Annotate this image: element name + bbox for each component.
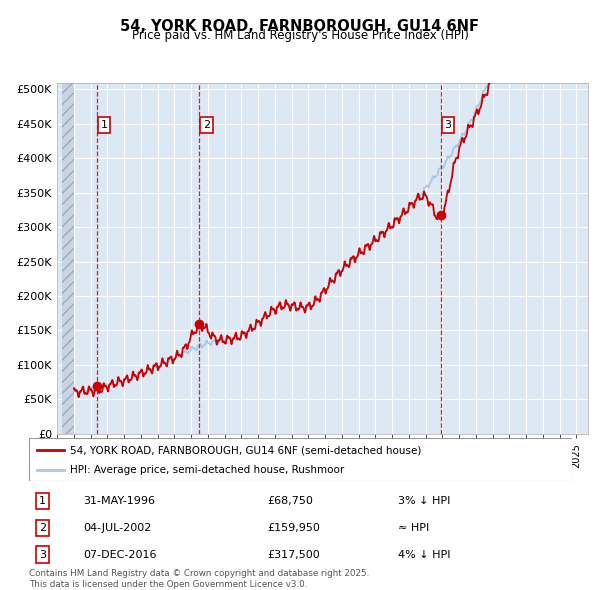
Text: 07-DEC-2016: 07-DEC-2016 bbox=[83, 549, 157, 559]
Text: Contains HM Land Registry data © Crown copyright and database right 2025.
This d: Contains HM Land Registry data © Crown c… bbox=[29, 569, 369, 589]
Text: £317,500: £317,500 bbox=[268, 549, 320, 559]
Text: 54, YORK ROAD, FARNBOROUGH, GU14 6NF (semi-detached house): 54, YORK ROAD, FARNBOROUGH, GU14 6NF (se… bbox=[70, 445, 421, 455]
Text: ≈ HPI: ≈ HPI bbox=[398, 523, 429, 533]
Text: 31-MAY-1996: 31-MAY-1996 bbox=[83, 496, 155, 506]
Text: 54, YORK ROAD, FARNBOROUGH, GU14 6NF: 54, YORK ROAD, FARNBOROUGH, GU14 6NF bbox=[121, 19, 479, 34]
Bar bbox=[62, 83, 74, 434]
Text: £159,950: £159,950 bbox=[268, 523, 320, 533]
Text: 1: 1 bbox=[39, 496, 46, 506]
Text: 3: 3 bbox=[444, 120, 451, 130]
Text: HPI: Average price, semi-detached house, Rushmoor: HPI: Average price, semi-detached house,… bbox=[70, 466, 344, 475]
Text: 3: 3 bbox=[39, 549, 46, 559]
Text: £68,750: £68,750 bbox=[268, 496, 314, 506]
Text: 2: 2 bbox=[39, 523, 46, 533]
Text: 4% ↓ HPI: 4% ↓ HPI bbox=[398, 549, 451, 559]
Text: Price paid vs. HM Land Registry's House Price Index (HPI): Price paid vs. HM Land Registry's House … bbox=[131, 30, 469, 42]
Text: 3% ↓ HPI: 3% ↓ HPI bbox=[398, 496, 451, 506]
Text: 2: 2 bbox=[203, 120, 210, 130]
Text: 1: 1 bbox=[101, 120, 108, 130]
Text: 04-JUL-2002: 04-JUL-2002 bbox=[83, 523, 151, 533]
